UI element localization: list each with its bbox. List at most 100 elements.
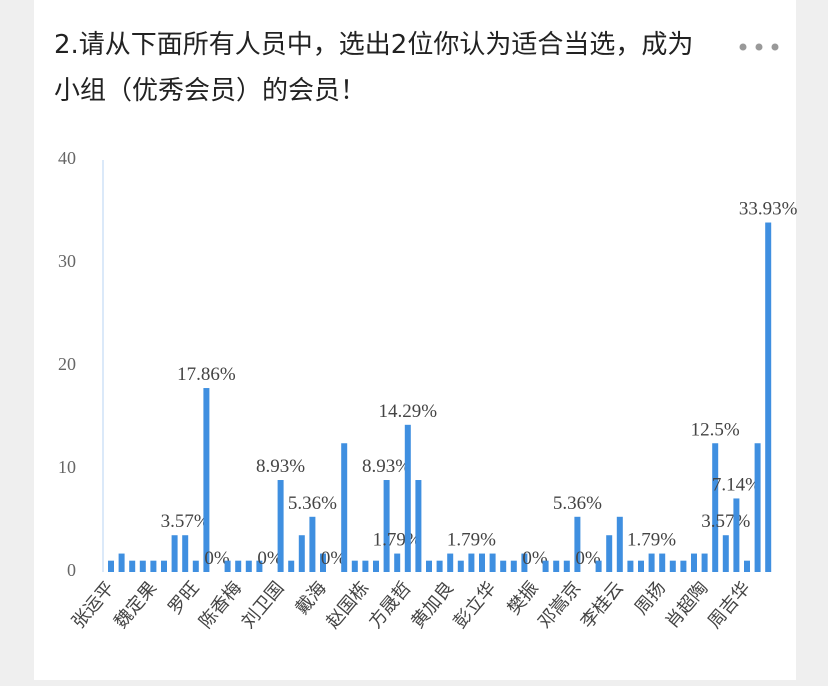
value-label: 0% — [575, 548, 601, 569]
bar — [235, 560, 242, 572]
bar — [298, 535, 305, 572]
x-tick-label: 赵国栋 — [322, 578, 373, 633]
bar — [362, 560, 369, 572]
bar — [351, 560, 358, 572]
bar — [245, 560, 252, 572]
bar — [733, 498, 740, 572]
question-title: 2.请从下面所有人员中，选出2位你认为适合当选，成为小组（优秀会员）的会员！ — [54, 30, 694, 106]
value-label: 0% — [321, 548, 347, 569]
bar — [320, 553, 326, 572]
x-tick-label: 肖超陶 — [662, 578, 713, 633]
bar — [701, 553, 708, 572]
bar — [426, 560, 432, 572]
x-tick-label: 戴海 — [292, 578, 331, 619]
y-tick-label: 40 — [58, 148, 76, 168]
value-label: 17.86% — [177, 364, 236, 385]
bar — [108, 560, 114, 572]
bar — [744, 560, 750, 572]
bar — [500, 560, 507, 572]
y-tick-label: 20 — [58, 354, 76, 374]
bar — [659, 553, 666, 572]
bar — [638, 560, 644, 572]
bar — [691, 553, 697, 572]
bar — [669, 560, 676, 572]
bar — [415, 480, 422, 572]
x-tick-label: 魏定果 — [110, 578, 161, 633]
value-label: 0% — [257, 548, 283, 569]
x-tick-label: 周吉华 — [704, 578, 755, 633]
value-label: 7.14% — [712, 474, 761, 495]
value-label: 5.36% — [553, 493, 602, 514]
bar — [712, 443, 719, 572]
bar — [648, 553, 655, 572]
bar — [574, 516, 581, 572]
value-label: 8.93% — [362, 456, 411, 477]
value-label: 0% — [204, 548, 230, 569]
value-label: 1.79% — [373, 530, 422, 551]
bar — [394, 553, 401, 572]
value-label: 33.93% — [739, 199, 798, 220]
x-tick-label: 李桂云 — [577, 578, 628, 633]
bar — [627, 560, 634, 572]
bar — [129, 560, 136, 572]
bar — [373, 560, 379, 572]
bar — [118, 553, 125, 572]
bar — [606, 535, 613, 572]
value-label: 3.57% — [701, 511, 750, 532]
value-label: 0% — [522, 548, 548, 569]
value-label: 5.36% — [288, 493, 337, 514]
bar — [224, 560, 231, 572]
bar — [161, 560, 167, 572]
bar — [489, 553, 496, 572]
more-menu[interactable] — [738, 40, 782, 54]
value-label: 12.5% — [691, 419, 740, 440]
value-label: 14.29% — [379, 401, 438, 422]
value-label: 8.93% — [256, 456, 305, 477]
x-tick-label: 邓嵩京 — [534, 578, 585, 633]
bar — [436, 560, 443, 572]
bar — [468, 553, 475, 572]
y-tick-label: 30 — [58, 251, 76, 271]
bar — [383, 480, 390, 572]
bar — [521, 553, 528, 572]
value-label: 1.79% — [447, 530, 496, 551]
x-tick-label: 周扬 — [631, 578, 670, 619]
bar — [203, 388, 210, 572]
x-tick-label: 刘卫国 — [238, 578, 289, 633]
bar — [722, 535, 729, 572]
x-tick-label: 樊振 — [504, 578, 543, 619]
y-tick-label: 0 — [67, 560, 76, 580]
bar — [510, 560, 517, 572]
bar — [616, 516, 623, 572]
x-tick-label: 彭立华 — [450, 578, 501, 633]
bar — [447, 553, 454, 572]
bar — [754, 443, 761, 572]
bar — [479, 553, 485, 572]
bar — [139, 560, 146, 572]
bar — [341, 443, 348, 572]
bar — [288, 560, 295, 572]
value-label: 1.79% — [627, 530, 676, 551]
x-tick-label: 张运平 — [68, 578, 119, 633]
bar — [171, 535, 178, 572]
value-label: 3.57% — [161, 511, 210, 532]
bar — [765, 222, 772, 572]
bar — [192, 560, 199, 572]
bar — [309, 516, 316, 572]
bar — [457, 560, 464, 572]
bar — [542, 560, 549, 572]
x-tick-label: 方晟哲 — [365, 578, 416, 633]
x-tick-label: 黄加良 — [407, 578, 458, 633]
bar — [595, 560, 602, 572]
bar — [256, 560, 263, 572]
bar — [182, 535, 189, 572]
bar — [277, 480, 284, 572]
x-tick-label: 罗旺 — [164, 578, 203, 619]
bar — [680, 560, 687, 572]
x-tick-label: 陈香梅 — [195, 578, 246, 633]
bar — [553, 560, 560, 572]
bar — [563, 560, 570, 572]
y-tick-label: 10 — [58, 457, 76, 477]
